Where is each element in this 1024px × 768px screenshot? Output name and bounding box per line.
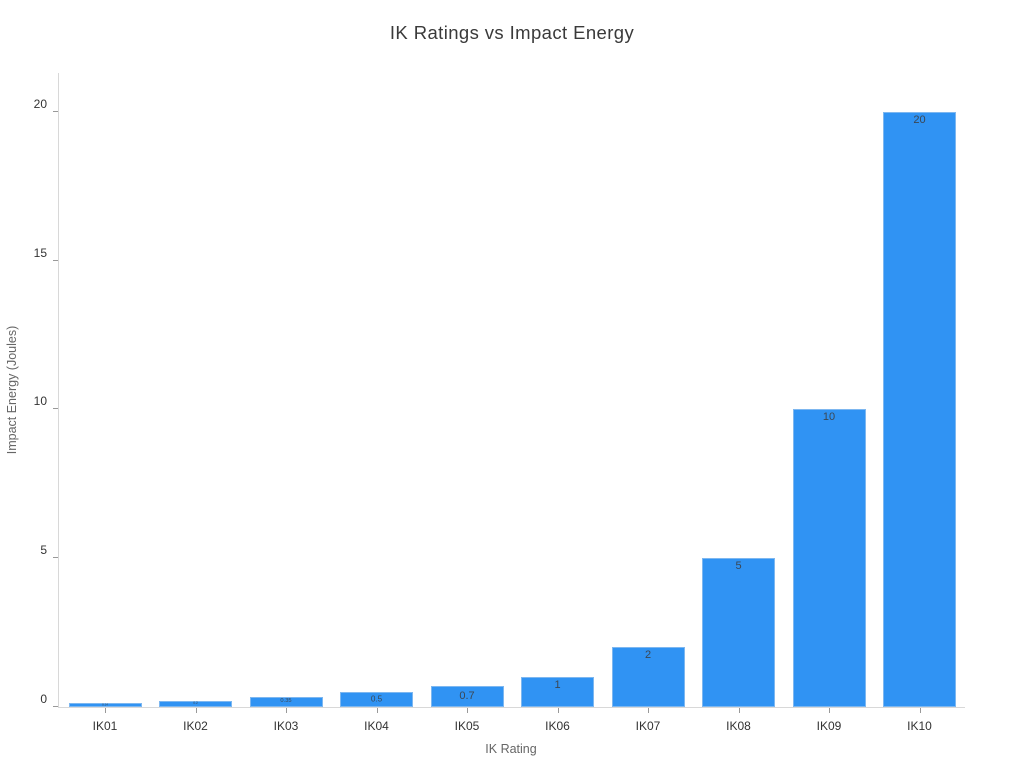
x-tick-label: IK07 bbox=[635, 719, 661, 733]
plot-area: 0 5 10 15 20 0.14 IK01 0.2 IK02 0.35 IK03 0.5 IK04 0.… bbox=[34, 73, 965, 733]
x-tick-mark bbox=[738, 708, 740, 713]
y-tick-mark bbox=[53, 408, 58, 410]
y-tick-label: 20 bbox=[33, 96, 47, 111]
bar-value-label: 1 bbox=[554, 679, 561, 692]
x-tick-mark bbox=[919, 708, 921, 713]
x-tick-mark bbox=[829, 708, 830, 713]
x-tick-label: IK08 bbox=[726, 719, 751, 733]
y-axis-title: Impact Energy (Joules) bbox=[5, 325, 19, 455]
y-tick-label: 5 bbox=[40, 543, 47, 558]
bar-value-label: 10 bbox=[822, 411, 836, 424]
x-tick-label: IK06 bbox=[545, 719, 570, 733]
x-tick-mark bbox=[648, 708, 649, 713]
y-tick-label: 15 bbox=[33, 245, 47, 260]
bar-value-label: 20 bbox=[913, 113, 926, 126]
bar-value-label: 5 bbox=[735, 560, 742, 573]
x-tick-label: IK02 bbox=[183, 719, 208, 733]
x-tick-mark bbox=[286, 708, 287, 713]
bar: 20 bbox=[883, 111, 956, 707]
y-tick-mark bbox=[53, 706, 58, 707]
bar-value-label: 0.5 bbox=[370, 694, 383, 704]
x-tick-label: IK09 bbox=[816, 719, 842, 733]
x-tick-mark bbox=[195, 708, 197, 713]
bar-value-label: 2 bbox=[644, 649, 652, 662]
bar: 0.35 bbox=[249, 696, 323, 707]
bar: 1 bbox=[521, 677, 594, 707]
x-tick-mark bbox=[557, 708, 559, 713]
bar-value-label: 0.35 bbox=[280, 697, 292, 704]
y-tick-label: 0 bbox=[40, 692, 47, 706]
bar-value-label: 0.2 bbox=[193, 701, 198, 706]
bar: 0.5 bbox=[340, 692, 413, 707]
y-tick-label: 10 bbox=[33, 394, 47, 409]
bar-value-label: 0.7 bbox=[459, 689, 475, 702]
x-axis-title: IK Rating bbox=[485, 742, 537, 756]
x-tick-mark bbox=[376, 708, 378, 713]
y-tick-mark bbox=[53, 259, 58, 261]
bar: 0.7 bbox=[430, 686, 504, 707]
chart-title: IK Ratings vs Impact Energy bbox=[389, 22, 635, 43]
bar: 0.14 bbox=[68, 702, 142, 707]
y-tick-mark bbox=[53, 110, 58, 112]
bar-value-label: 0.14 bbox=[102, 702, 108, 707]
x-tick-mark bbox=[467, 708, 468, 713]
x-tick-label: IK04 bbox=[364, 719, 389, 733]
x-tick-label: IK03 bbox=[273, 719, 299, 733]
y-tick-mark bbox=[53, 557, 58, 559]
bar: 5 bbox=[702, 558, 775, 707]
x-tick-label: IK05 bbox=[454, 719, 480, 733]
bar: 0.2 bbox=[159, 701, 232, 707]
x-tick-label: IK01 bbox=[92, 719, 118, 733]
x-tick-mark bbox=[105, 708, 106, 713]
x-tick-label: IK10 bbox=[907, 719, 932, 733]
bar: 2 bbox=[611, 647, 685, 707]
bar: 10 bbox=[792, 409, 866, 707]
